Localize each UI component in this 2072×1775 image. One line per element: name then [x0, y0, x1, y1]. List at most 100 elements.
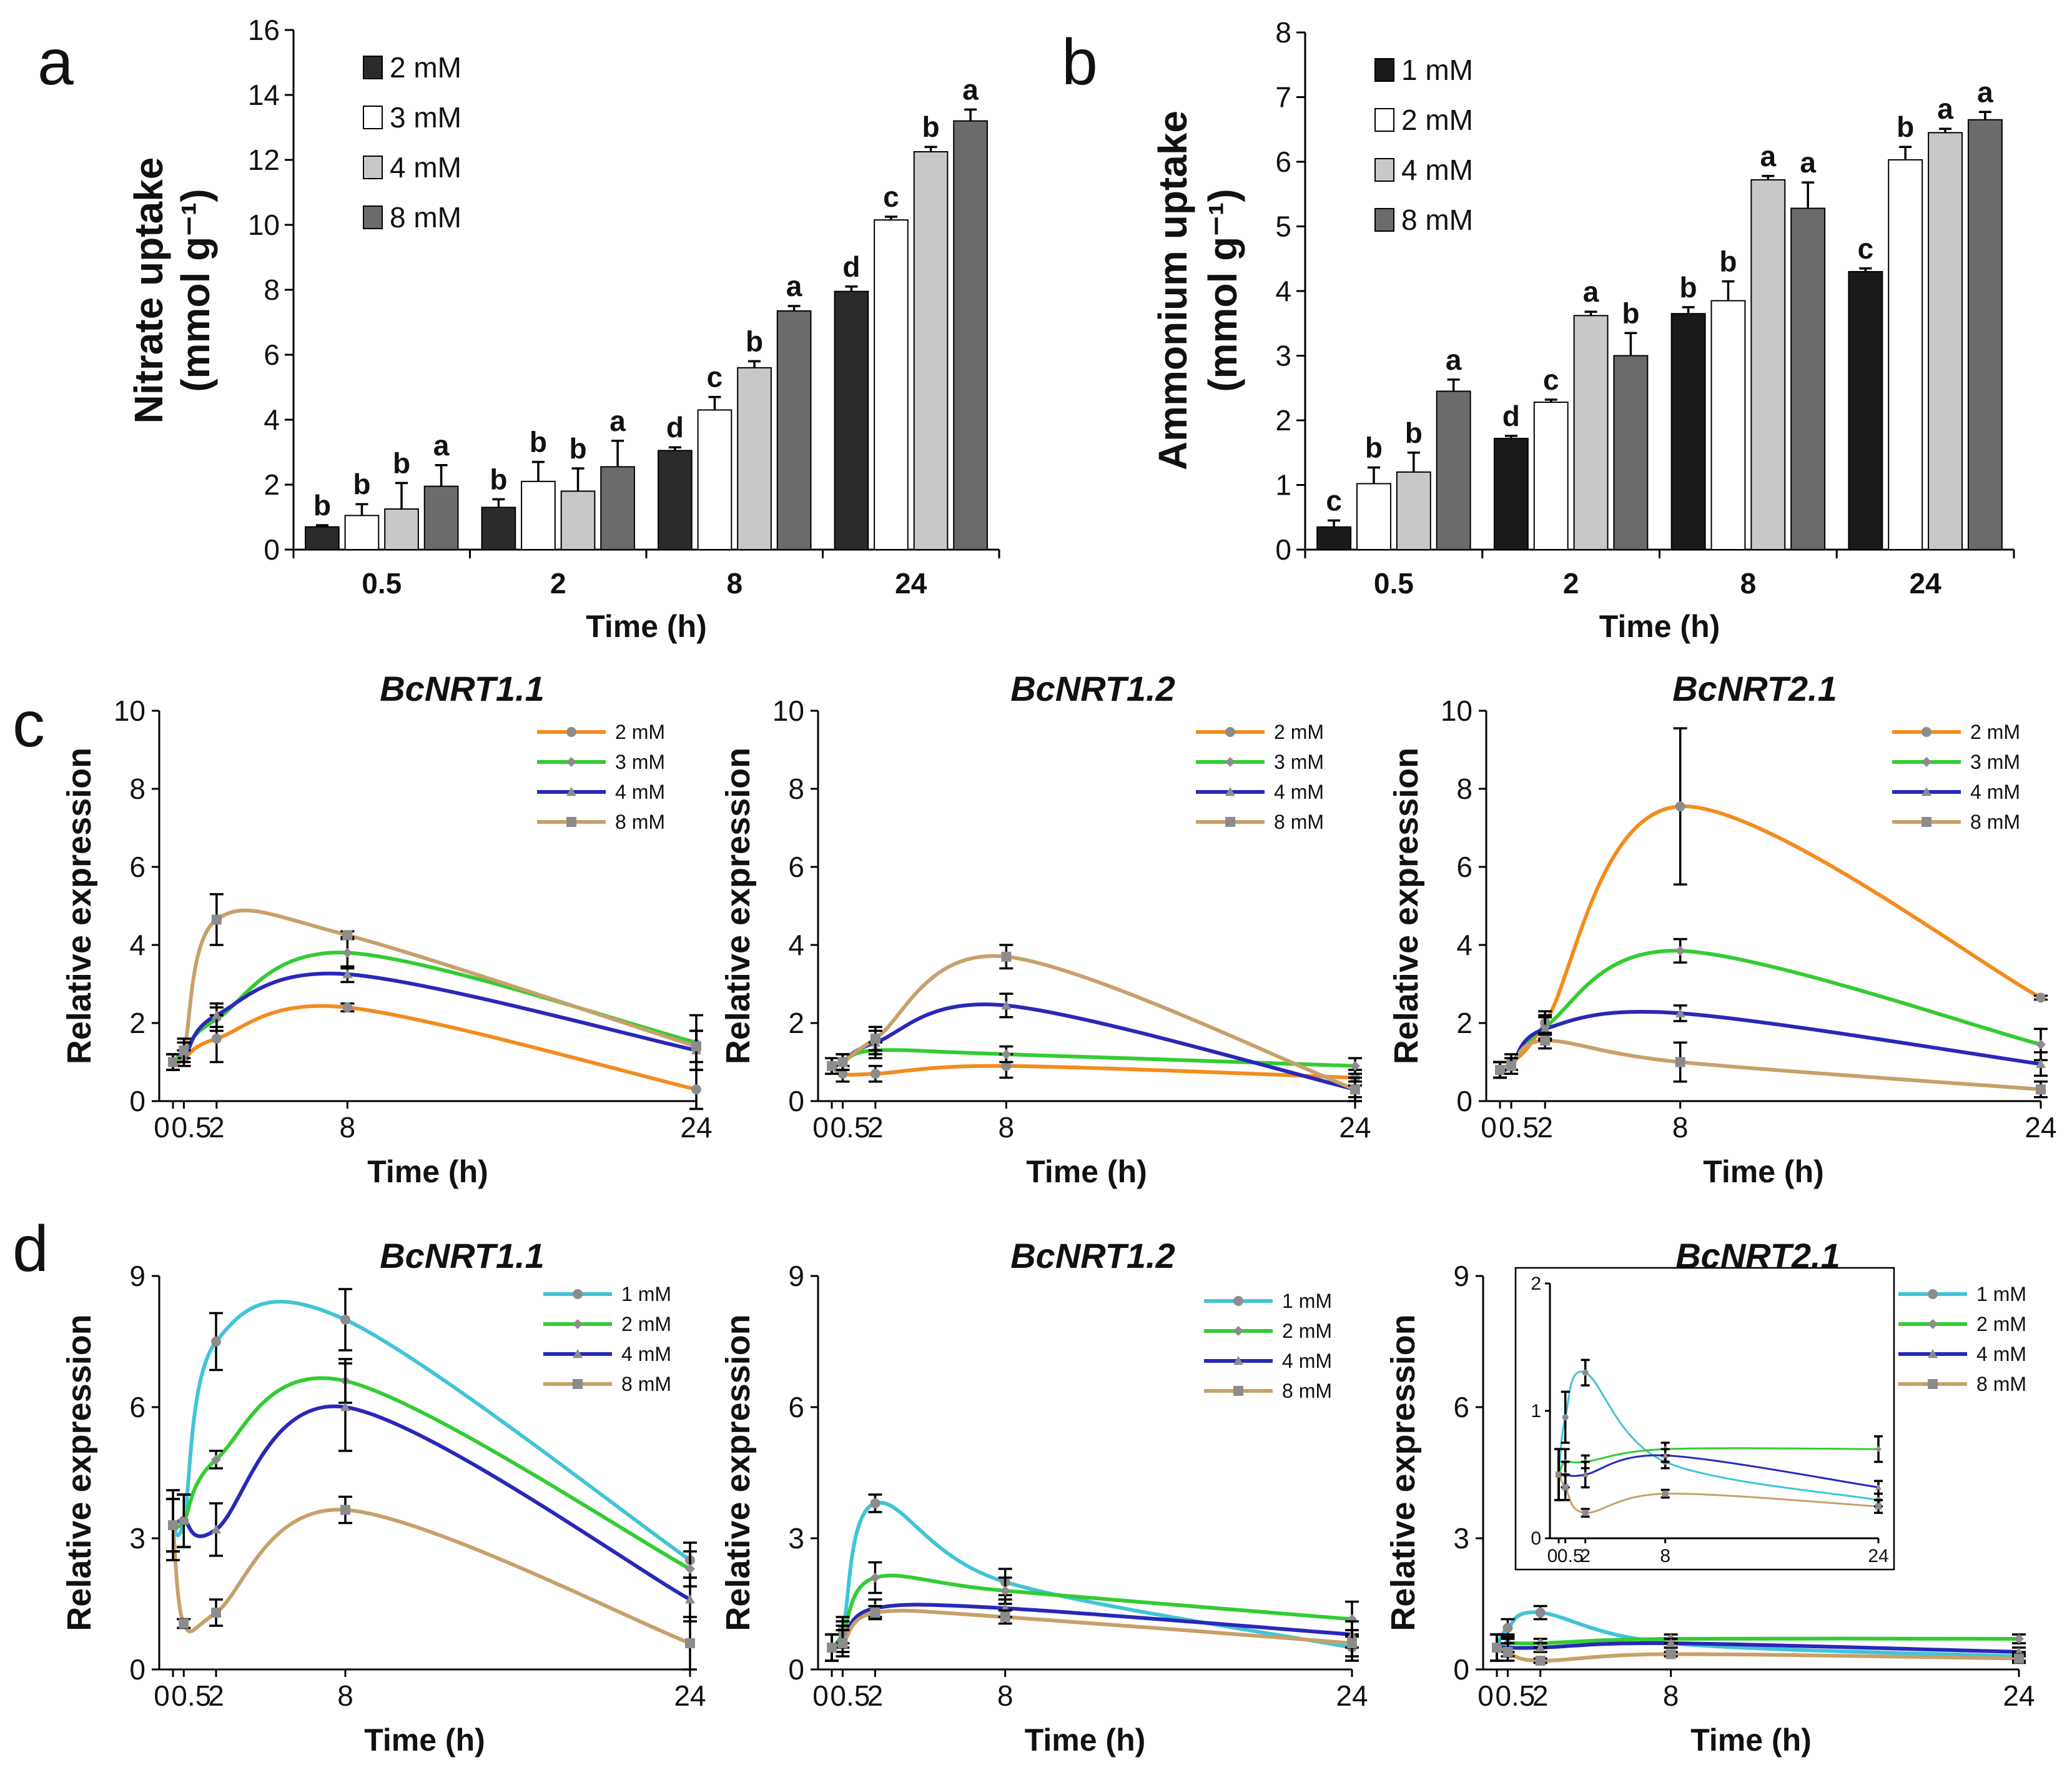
y-axis-title: Relative expression	[1384, 1314, 1422, 1631]
data-point	[211, 1337, 221, 1347]
significance-letter: b	[1405, 417, 1423, 449]
legend-label: 8 mM	[1970, 811, 2020, 833]
legend-label: 4 mM	[1970, 781, 2020, 803]
data-point	[1662, 1452, 1669, 1458]
bar	[697, 409, 733, 551]
y-tick-label: 0	[129, 1085, 146, 1117]
data-point	[1495, 1065, 1505, 1075]
category-label: 24	[895, 567, 927, 600]
significance-letter: b	[353, 468, 370, 500]
y-tick-label: 0	[264, 533, 280, 566]
significance-letter: d	[842, 250, 860, 283]
y-tick-label: 0	[1275, 533, 1291, 566]
bar	[953, 120, 988, 551]
legend-label: 2 mM	[1274, 721, 1324, 743]
data-point	[2036, 1039, 2046, 1050]
legend-swatch	[363, 156, 383, 179]
x-tick-label: 24	[1339, 1111, 1371, 1144]
x-tick-label: 8	[999, 1111, 1015, 1144]
data-point	[1540, 1024, 1551, 1033]
legend-swatch	[1374, 58, 1394, 82]
y-tick-label: 0	[1453, 1653, 1469, 1686]
data-point	[168, 1057, 178, 1067]
legend-label: 8 mM	[615, 811, 665, 833]
significance-letter: c	[1858, 232, 1874, 265]
significance-letter: c	[707, 361, 723, 393]
data-point	[179, 1045, 189, 1056]
legend-swatch	[363, 205, 383, 229]
data-point	[1001, 951, 1012, 962]
data-point	[1675, 1057, 1685, 1067]
legend-label: 8 mM	[390, 201, 461, 234]
bar	[737, 367, 772, 550]
x-tick-label: 0	[812, 1111, 829, 1144]
data-point	[1675, 801, 1685, 812]
significance-letter: b	[1365, 432, 1383, 464]
legend-label: 4 mM	[390, 151, 461, 184]
data-point	[870, 1608, 881, 1618]
bar	[1573, 315, 1609, 550]
data-point	[1582, 1369, 1589, 1376]
bar	[658, 450, 693, 551]
legend-label: 4 mM	[1401, 154, 1473, 186]
chart-title: BcNRT1.1	[380, 669, 545, 708]
y-tick-label: 7	[1275, 81, 1291, 114]
legend-label: 2 mM	[615, 721, 665, 743]
significance-letter: b	[313, 489, 331, 522]
x-tick-label: 0.5	[830, 1679, 870, 1712]
x-axis-title: Time (h)	[1703, 1154, 1824, 1189]
data-point	[168, 1520, 178, 1530]
series-line	[1499, 1039, 2041, 1092]
legend-label: 1 mM	[1976, 1283, 2026, 1305]
legend-label: 8 mM	[1976, 1373, 2026, 1395]
inset-y-tick-label: 2	[1531, 1273, 1541, 1294]
x-axis-title: Time (h)	[1026, 1154, 1147, 1189]
bar	[1493, 437, 1529, 550]
bar	[1790, 207, 1826, 550]
data-point	[1662, 1490, 1669, 1497]
data-point	[1928, 1349, 1938, 1358]
inset-x-tick-label: 0.5	[1557, 1546, 1584, 1566]
data-point	[1225, 817, 1235, 827]
data-point	[1562, 1414, 1569, 1421]
data-point	[1535, 1656, 1546, 1666]
data-point	[342, 969, 353, 979]
category-label: 0.5	[1374, 567, 1414, 600]
inset-x-tick-label: 2	[1580, 1546, 1591, 1566]
legend-label: 8 mM	[621, 1373, 671, 1395]
y-tick-label: 2	[788, 1007, 804, 1039]
significance-letter: b	[746, 325, 763, 357]
inset-y-tick-label: 1	[1531, 1401, 1541, 1421]
data-point	[340, 1315, 350, 1325]
data-point	[1350, 1084, 1360, 1095]
x-tick-label: 24	[2025, 1111, 2056, 1144]
x-tick-label: 0.5	[830, 1111, 870, 1144]
panel-label-a: a	[37, 26, 74, 99]
y-tick-label: 10	[248, 209, 280, 241]
data-point	[827, 1643, 837, 1653]
y-tick-label: 9	[1453, 1260, 1469, 1292]
significance-letter: b	[569, 432, 586, 465]
bar	[1396, 471, 1431, 550]
data-point	[566, 787, 576, 796]
data-point	[1875, 1484, 1882, 1490]
data-point	[211, 1455, 221, 1465]
category-label: 24	[1910, 567, 1942, 600]
significance-letter: b	[1897, 111, 1914, 143]
x-tick-label: 24	[674, 1679, 706, 1712]
y-tick-label: 4	[1275, 275, 1291, 307]
data-point	[1582, 1471, 1589, 1477]
bar	[1316, 526, 1352, 551]
data-point	[837, 1638, 848, 1648]
data-point	[566, 757, 576, 767]
x-axis-title: Time (h)	[1690, 1723, 1812, 1758]
y-tick-label: 2	[129, 1007, 146, 1039]
legend-label: 2 mM	[1976, 1313, 2026, 1335]
x-tick-label: 8	[1663, 1679, 1679, 1712]
y-tick-label: 8	[1456, 773, 1473, 805]
x-axis-title: Time (h)	[367, 1154, 488, 1189]
legend-swatch	[363, 56, 383, 79]
y-tick-label: 8	[129, 773, 146, 805]
